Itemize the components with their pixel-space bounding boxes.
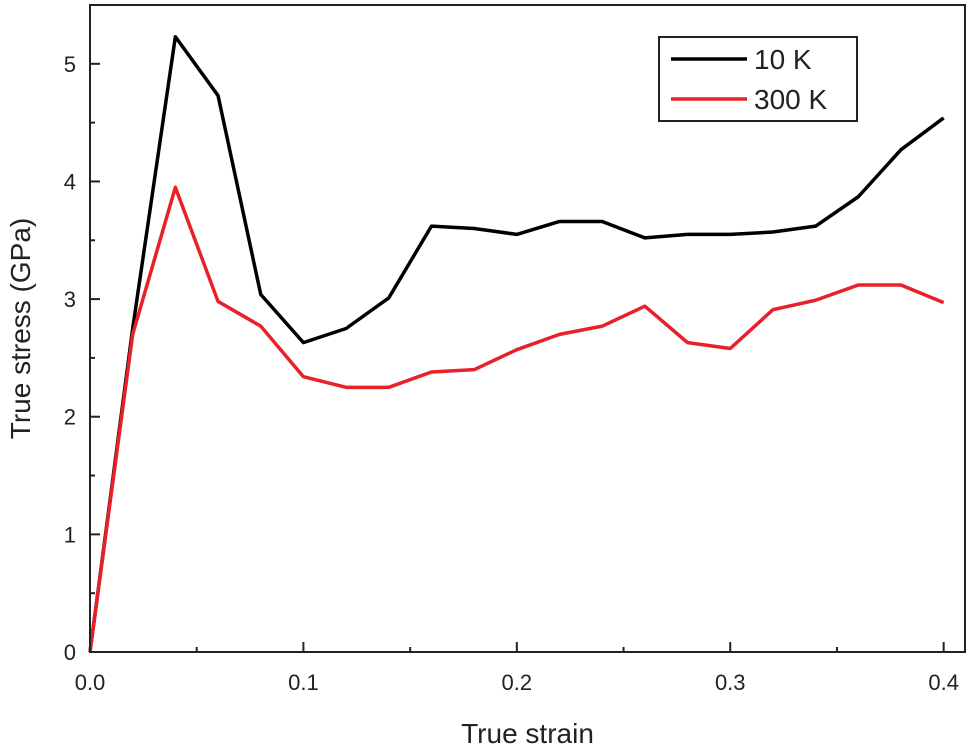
- x-axis-label: True strain: [461, 718, 594, 749]
- series-line-300-k: [88, 185, 945, 653]
- legend-label: 300 K: [754, 84, 827, 115]
- plot-frame: [89, 4, 966, 653]
- x-tick-label: 0.2: [502, 670, 533, 695]
- x-tick-label: 0.0: [75, 670, 106, 695]
- axis-ticks: [89, 62, 945, 653]
- legend-label: 10 K: [754, 44, 812, 75]
- x-tick-label: 0.3: [715, 670, 746, 695]
- y-tick-label: 3: [64, 287, 76, 312]
- y-tick-label: 1: [64, 522, 76, 547]
- axis-tick-labels: 0.0 0.1 0.2 0.3 0.4 0 1 2 3 4 5: [64, 52, 959, 695]
- series-line-10-k: [88, 35, 945, 653]
- x-tick-label: 0.1: [288, 670, 319, 695]
- legend-box: [658, 36, 858, 122]
- y-tick-label: 0: [64, 640, 76, 665]
- plot-lines: [88, 35, 945, 653]
- y-tick-label: 2: [64, 405, 76, 430]
- y-tick-label: 4: [64, 169, 76, 194]
- x-tick-label: 0.4: [928, 670, 959, 695]
- y-tick-label: 5: [64, 52, 76, 77]
- y-axis-label: True stress (GPa): [5, 218, 36, 439]
- legend: 10 K 300 K: [658, 36, 858, 122]
